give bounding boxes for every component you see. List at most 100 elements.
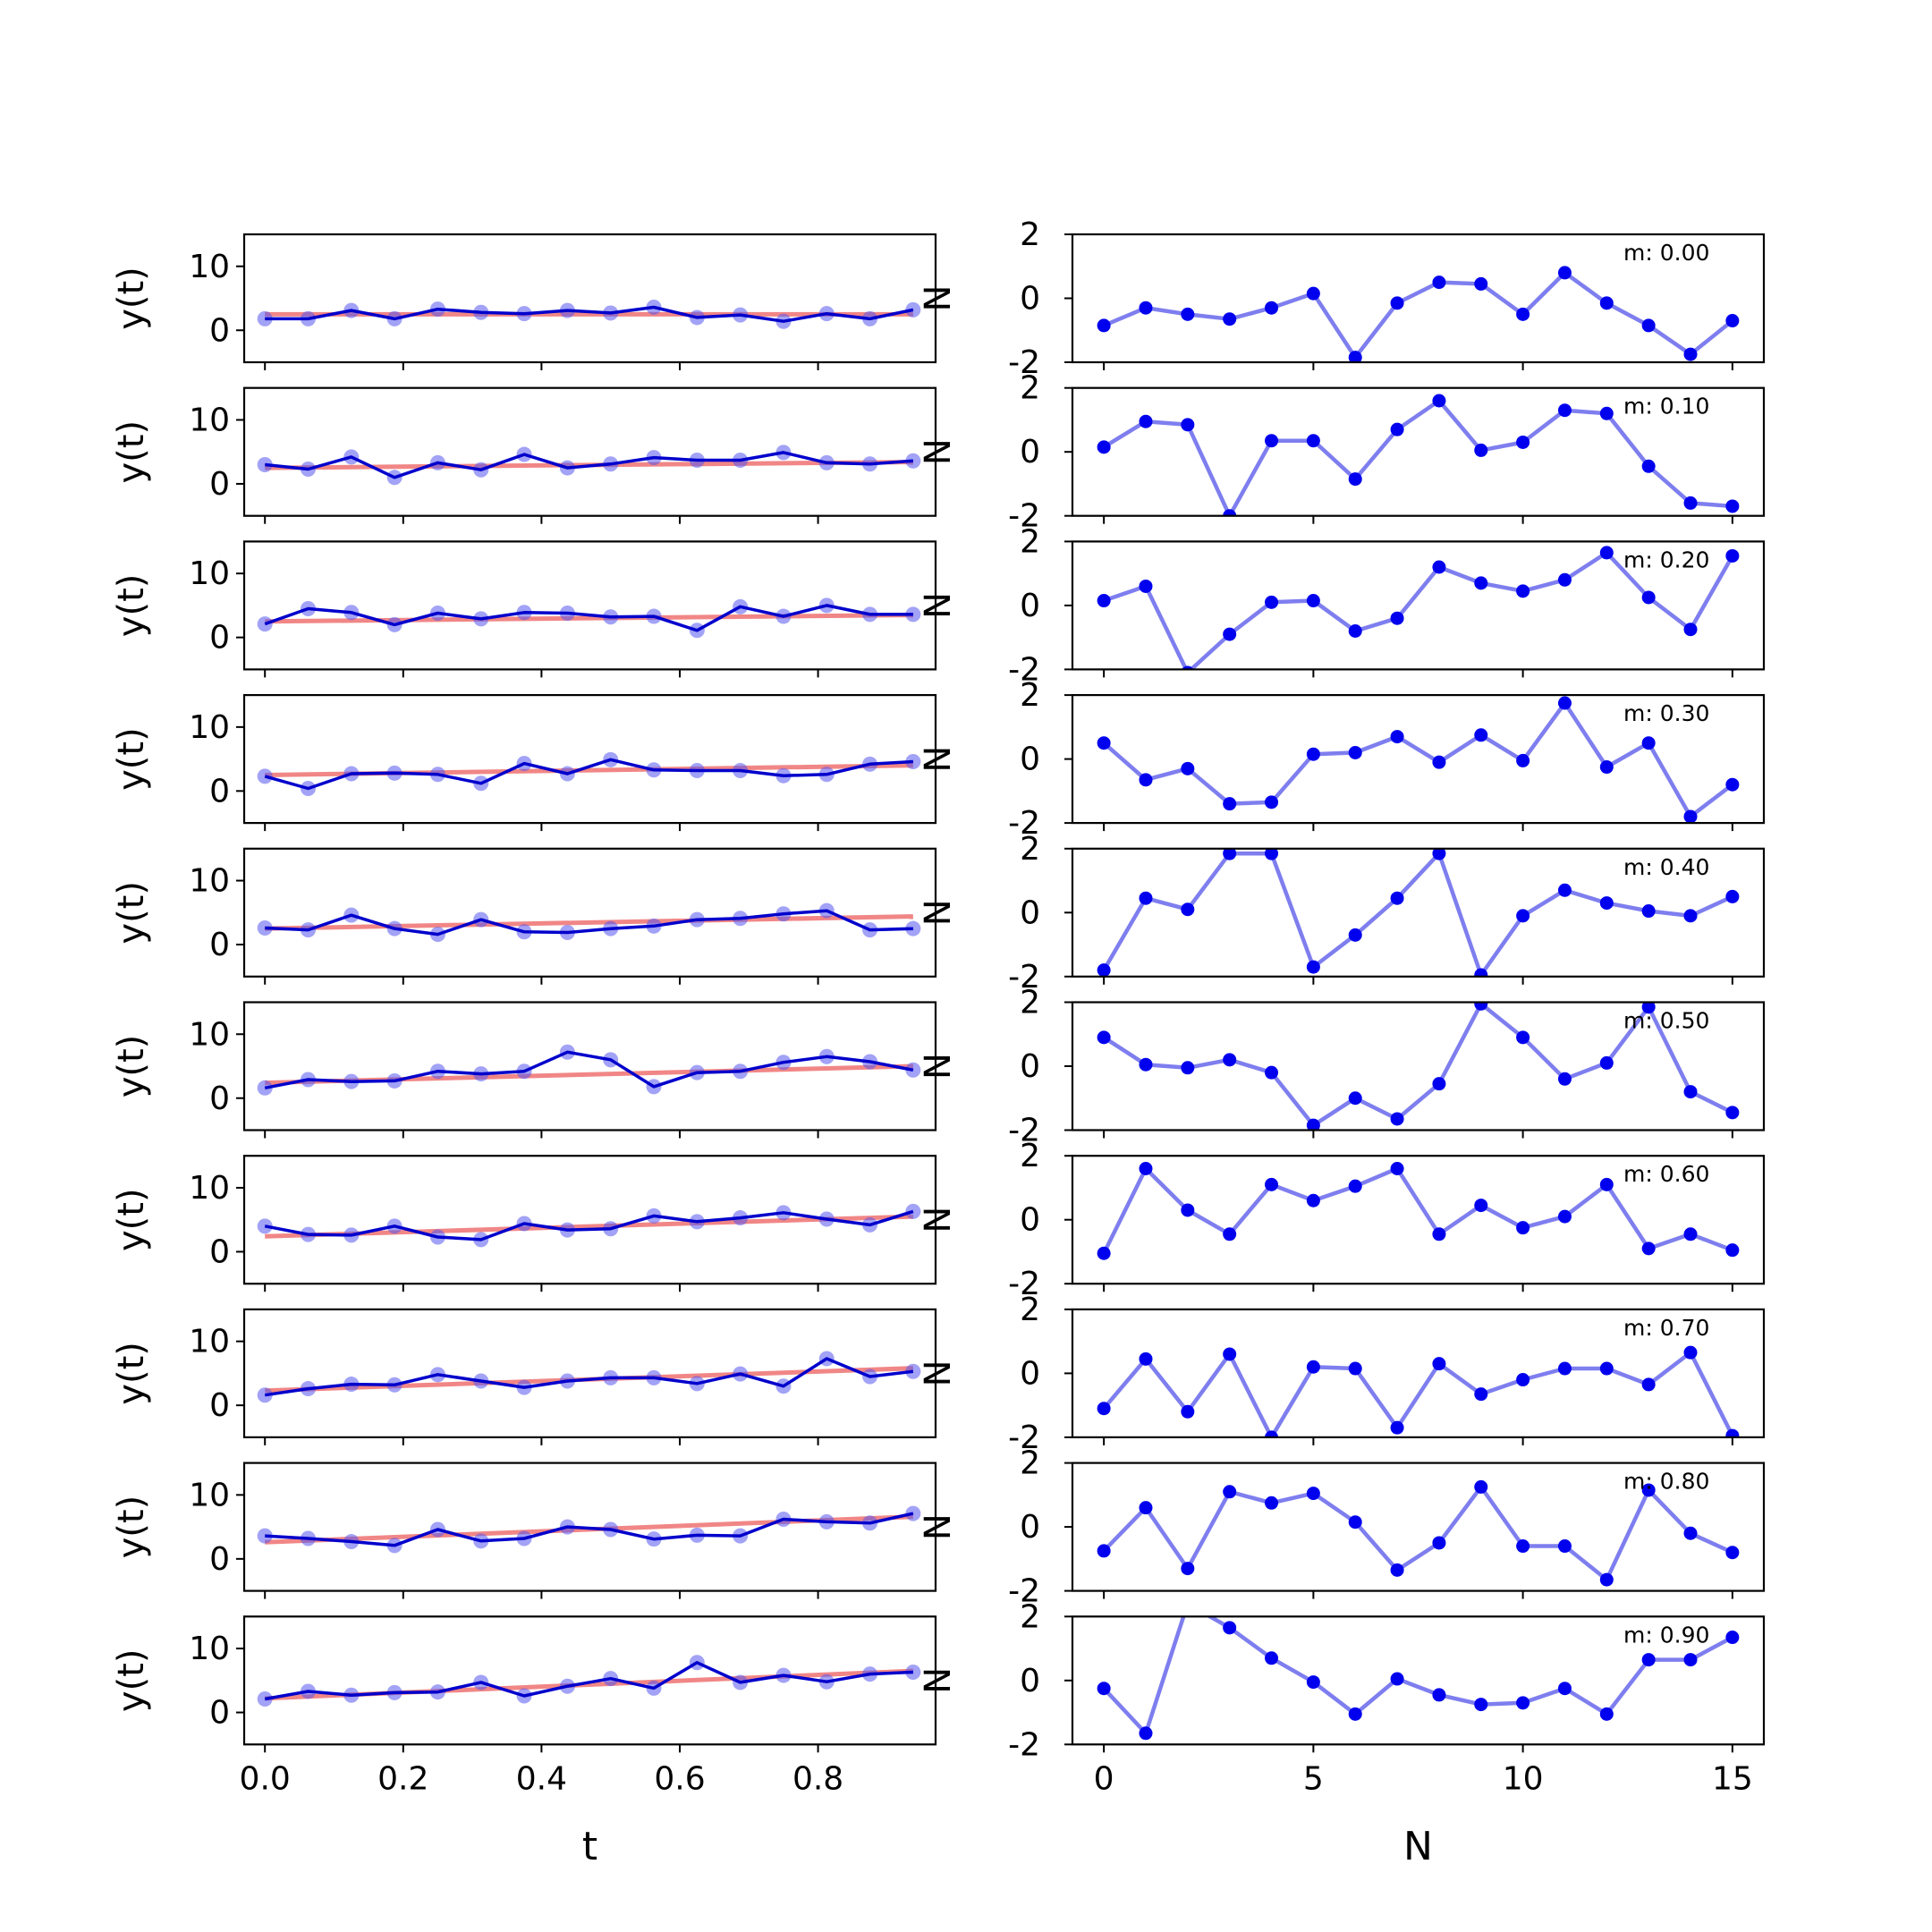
y-axis-label: y(t) — [111, 267, 152, 330]
trend-line — [265, 914, 913, 931]
plot-frame — [242, 540, 937, 671]
noise-point — [1265, 1430, 1279, 1437]
noise-point — [1306, 594, 1320, 608]
noise-point — [1223, 509, 1237, 516]
y-axis-label: N — [918, 1360, 959, 1386]
noise-point — [1599, 896, 1614, 911]
left-panel-8: 0 10 y(t) — [111, 1462, 937, 1599]
right-plot-area — [1097, 1479, 1740, 1587]
noise-point — [1139, 1162, 1153, 1175]
m-label: m: 0.20 — [1623, 547, 1709, 572]
noise-line — [1102, 851, 1733, 977]
left-panel-5: 0 10 y(t) — [111, 1001, 937, 1139]
noise-point — [1390, 1162, 1404, 1175]
noise-point — [1348, 1707, 1362, 1721]
noise-point — [1223, 1485, 1237, 1499]
y-tick-label: 10 — [189, 555, 230, 592]
noise-point — [1432, 1227, 1446, 1241]
series-line — [264, 1209, 914, 1241]
noise-point — [1432, 848, 1446, 860]
plot-frame — [242, 1308, 937, 1439]
noise-line — [1102, 1616, 1733, 1736]
noise-line — [1102, 1166, 1733, 1255]
noise-point — [1265, 848, 1279, 860]
y-tick-label: 10 — [189, 402, 230, 438]
plot-frame — [242, 693, 937, 825]
y-tick-label: -2 — [1008, 344, 1040, 381]
data-point — [257, 457, 273, 472]
y-tick-label: 10 — [189, 1170, 230, 1207]
noise-point — [1683, 623, 1698, 637]
noise-point — [1390, 891, 1404, 905]
y-axis-label: y(t) — [111, 574, 152, 638]
y-tick-label: 2 — [1020, 831, 1040, 868]
noise-point — [1557, 1072, 1572, 1086]
right-panel-8: m: 0.80 -2 0 2 N — [918, 1445, 1766, 1610]
x-tick-label: 0 — [1094, 1760, 1114, 1797]
y-tick-label: 2 — [1020, 985, 1040, 1021]
m-label: m: 0.00 — [1623, 240, 1709, 266]
noise-point — [1683, 809, 1698, 824]
y-axis-label: N — [918, 1207, 959, 1233]
noise-point — [1348, 1091, 1362, 1106]
noise-point — [1641, 1002, 1656, 1014]
noise-point — [1223, 1347, 1237, 1361]
noise-point — [1516, 1221, 1530, 1235]
noise-point — [1641, 736, 1656, 750]
noise-point — [1474, 968, 1488, 977]
m-label: m: 0.30 — [1623, 700, 1709, 726]
left-panel-0: 0 10 y(t) — [111, 233, 937, 370]
x-axis-label-left: t — [582, 1824, 597, 1869]
y-tick-label: -2 — [1008, 1726, 1040, 1763]
noise-point — [1557, 1539, 1572, 1554]
noise-point — [1348, 351, 1362, 362]
noise-point — [1641, 1241, 1656, 1256]
m-label: m: 0.80 — [1623, 1469, 1709, 1495]
y-tick-label: -2 — [1008, 651, 1040, 688]
y-tick-label: -2 — [1008, 1113, 1040, 1149]
noise-point — [1306, 1487, 1320, 1501]
y-tick-label: 2 — [1020, 216, 1040, 253]
y-tick-label: 10 — [189, 863, 230, 900]
x-tick-label: 0.4 — [516, 1760, 567, 1797]
right-plot-area — [1097, 266, 1740, 362]
noise-point — [1223, 848, 1237, 860]
y-axis-label: y(t) — [111, 1649, 152, 1713]
noise-line — [1103, 550, 1734, 670]
left-plot-area — [257, 1203, 921, 1248]
y-tick-label: 0 — [1020, 741, 1040, 778]
left-panel-2: 0 10 y(t) — [111, 540, 937, 678]
y-axis-label: N — [918, 1053, 959, 1080]
noise-point — [1557, 572, 1572, 587]
noise-point — [1683, 496, 1698, 510]
y-axis-label: N — [918, 899, 959, 926]
noise-point — [1474, 728, 1488, 742]
plot-frame — [242, 1462, 937, 1592]
m-label: m: 0.40 — [1623, 854, 1709, 880]
y-tick-label: -2 — [1008, 805, 1040, 842]
noise-point — [1306, 1118, 1320, 1131]
noise-point — [1725, 1428, 1740, 1437]
noise-point — [1516, 1696, 1530, 1710]
y-tick-label: 0 — [1020, 1202, 1040, 1239]
noise-point — [1097, 1030, 1111, 1045]
noise-point — [1432, 1536, 1446, 1550]
noise-point — [1683, 1345, 1698, 1360]
y-tick-label: 10 — [189, 1016, 230, 1053]
noise-point — [1181, 418, 1195, 432]
noise-point — [1139, 1501, 1153, 1515]
noise-point — [1474, 1479, 1488, 1494]
noise-point — [1641, 1377, 1656, 1392]
y-axis-label: N — [918, 592, 959, 619]
series-line — [265, 909, 913, 936]
plot-frame — [242, 233, 937, 364]
left-plot-area — [257, 1655, 921, 1707]
y-axis-label: N — [918, 438, 959, 465]
noise-point — [1348, 472, 1362, 487]
right-plot-area — [1097, 1616, 1740, 1741]
noise-point — [1097, 1402, 1111, 1416]
noise-point — [1097, 1682, 1111, 1696]
noise-point — [1683, 1653, 1698, 1667]
noise-point — [1516, 909, 1530, 923]
noise-point — [1725, 1106, 1740, 1120]
